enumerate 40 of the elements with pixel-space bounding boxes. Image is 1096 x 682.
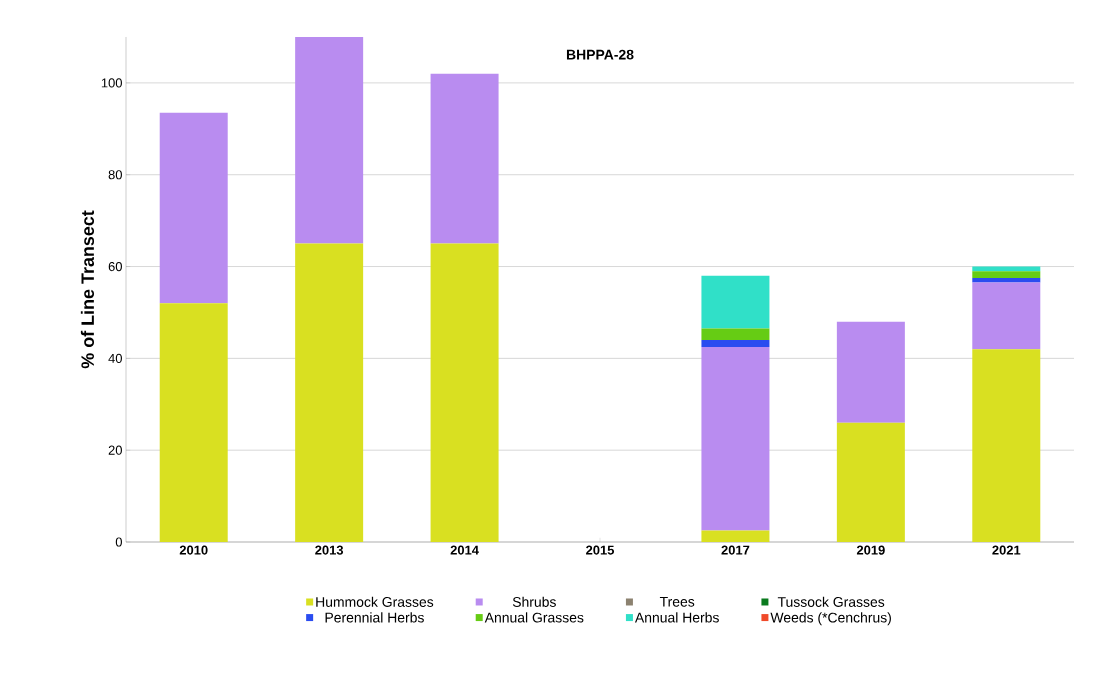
bar (430, 73, 499, 244)
y-tick-label: 20 (108, 445, 122, 455)
bar (972, 349, 1041, 542)
bar (701, 346, 770, 531)
legend-label: Perennial Herbs (325, 612, 424, 623)
legend-label: Annual Grasses (484, 612, 584, 623)
bar (701, 328, 770, 340)
x-tick-label: 2015 (586, 545, 615, 555)
y-axis-title: % of Line Transect (80, 210, 95, 369)
x-tick-label: 2021 (992, 545, 1021, 555)
x-tick-label: 2019 (856, 545, 885, 555)
y-tick-label: 0 (115, 537, 122, 547)
bar (972, 271, 1041, 279)
legend-label: Trees (659, 596, 695, 607)
bar (972, 282, 1041, 350)
legend-label: Weeds (*Cenchrus) (770, 612, 891, 626)
bar (701, 340, 770, 347)
text: BHPPA-28 (566, 49, 634, 60)
x-tick-label: 2014 (450, 545, 479, 555)
bar (972, 278, 1041, 283)
y-tick-label: 80 (108, 170, 122, 180)
bar (295, 243, 364, 542)
bar (836, 422, 905, 542)
y-tick-label: 100 (101, 78, 122, 88)
x-tick-label: 2017 (721, 545, 750, 555)
y-tick-label: 40 (108, 353, 122, 363)
legend-label: Hummock Grasses (316, 596, 434, 607)
bar (701, 275, 770, 329)
bar (159, 303, 228, 542)
legend-label: Tussock Grasses (777, 596, 885, 607)
x-tick-label: 2013 (315, 545, 344, 555)
x-tick-label: 2010 (179, 545, 208, 555)
bar (430, 243, 499, 542)
y-tick-label: 60 (108, 261, 122, 272)
bar (295, 36, 364, 244)
bar (836, 321, 905, 423)
legend-label: Shrubs (512, 596, 556, 607)
bar (159, 112, 228, 304)
legend-label: Annual Herbs (634, 612, 719, 623)
bar (701, 530, 770, 542)
